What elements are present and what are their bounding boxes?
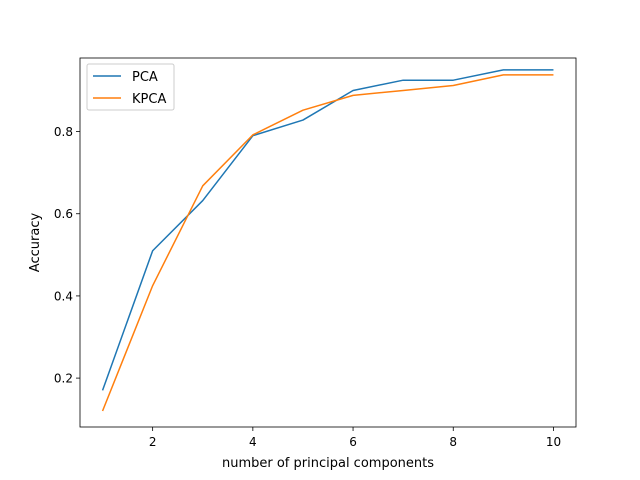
- plot-lines: [101, 69, 554, 412]
- y-tick-label: 0.4: [54, 289, 73, 303]
- y-tick-label: 0.6: [54, 207, 73, 221]
- plot-frame: [79, 57, 577, 428]
- y-tick-label: 0.8: [54, 125, 73, 139]
- y-tick-label: 0.2: [54, 372, 73, 386]
- y-axis-ticks: 0.2 0.4 0.6 0.8: [54, 125, 80, 386]
- y-axis-label: Accuracy: [28, 213, 43, 273]
- legend-label-kpca: KPCA: [132, 92, 166, 107]
- x-axis-ticks: 2 4 6 8 10: [149, 427, 561, 449]
- x-tick-label: 6: [349, 435, 357, 449]
- x-tick-label: 2: [149, 435, 157, 449]
- x-tick-label: 10: [546, 435, 561, 449]
- x-axis-label: number of principal components: [222, 456, 434, 471]
- series-line-kpca: [101, 74, 554, 412]
- series-line-pca: [101, 69, 554, 391]
- legend-label-pca: PCA: [132, 70, 158, 85]
- legend: PCA KPCA: [86, 63, 175, 111]
- x-tick-label: 4: [249, 435, 257, 449]
- x-tick-label: 8: [449, 435, 457, 449]
